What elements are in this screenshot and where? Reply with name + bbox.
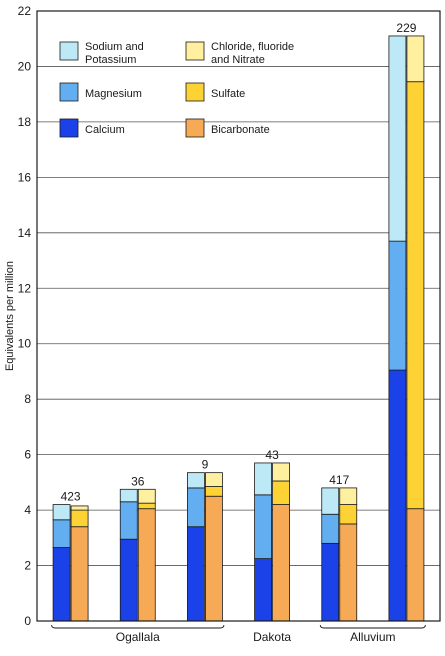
y-tick-label: 8	[24, 392, 31, 406]
legend-label: Magnesium	[85, 88, 142, 100]
legend-swatch-bicarbonate	[185, 118, 205, 138]
plot-frame	[36, 10, 441, 622]
bar-segment-bicarbonate	[339, 523, 358, 622]
bar-segment-chloride	[137, 488, 156, 504]
legend-swatch-calcium	[59, 118, 79, 138]
y-tick-label: 22	[18, 4, 32, 18]
sample-label: 229	[396, 21, 416, 35]
bar-segment-chloride	[339, 487, 358, 505]
bar-segment-sodium_potassium	[254, 462, 272, 496]
group-label: Dakota	[253, 630, 291, 644]
bar-segment-magnesium	[388, 240, 407, 371]
legend-label: and Nitrate	[211, 54, 265, 66]
legend-label: Potassium	[85, 54, 136, 66]
bar-segment-chloride	[70, 505, 89, 511]
y-tick-label: 2	[24, 559, 31, 573]
bar-segment-sulfate	[70, 509, 89, 528]
y-tick-label: 4	[24, 503, 31, 517]
bar-segment-bicarbonate	[406, 508, 425, 622]
bar-segment-calcium	[187, 526, 205, 622]
bar-segment-calcium	[254, 558, 272, 622]
bar-segment-chloride	[272, 462, 290, 482]
legend-swatch-sodium_potassium	[59, 41, 79, 61]
legend-label: Chloride, fluoride	[211, 41, 294, 53]
legend-swatch-chloride	[185, 41, 205, 61]
bar-segment-sulfate	[137, 502, 156, 510]
bar-segment-bicarbonate	[137, 508, 156, 622]
bar-segment-calcium	[321, 542, 340, 622]
bar-segment-sulfate	[205, 486, 223, 497]
bar-segment-magnesium	[254, 494, 272, 560]
bar-segment-bicarbonate	[272, 504, 290, 622]
bar-segment-bicarbonate	[205, 495, 223, 622]
y-tick-label: 0	[24, 614, 31, 628]
bar-segment-sodium_potassium	[388, 35, 407, 242]
legend-swatch-magnesium	[59, 82, 79, 102]
bar-segment-sulfate	[272, 480, 290, 505]
legend-label: Calcium	[85, 124, 125, 136]
sample-label: 423	[61, 490, 81, 504]
group-label: Alluvium	[350, 630, 395, 644]
y-tick-label: 12	[18, 281, 32, 295]
bar-segment-chloride	[406, 35, 425, 83]
bar-segment-magnesium	[187, 487, 205, 528]
bar-segment-calcium	[119, 538, 138, 622]
legend-label: Sodium and	[85, 41, 144, 53]
y-tick-label: 16	[18, 170, 32, 184]
bar-segment-magnesium	[119, 501, 138, 540]
sample-label: 36	[131, 474, 145, 488]
group-bracket	[319, 624, 426, 629]
bar-segment-magnesium	[52, 519, 71, 548]
legend-swatch-sulfate	[185, 82, 205, 102]
sample-label: 9	[202, 458, 209, 472]
bar-segment-magnesium	[321, 513, 340, 544]
bar-segment-sulfate	[406, 81, 425, 510]
bar-segment-sodium_potassium	[187, 472, 205, 489]
y-tick-label: 14	[18, 226, 32, 240]
y-tick-label: 10	[18, 337, 32, 351]
bar-segment-chloride	[205, 472, 223, 487]
legend-label: Sulfate	[211, 88, 245, 100]
bar-segment-calcium	[388, 369, 407, 622]
bar-segment-sodium_potassium	[321, 487, 340, 515]
y-tick-label: 18	[18, 115, 32, 129]
bar-segment-calcium	[52, 547, 71, 622]
y-tick-label: 6	[24, 448, 31, 462]
group-label: Ogallala	[116, 630, 160, 644]
bar-segment-sulfate	[339, 504, 358, 525]
sample-label: 417	[329, 473, 349, 487]
y-axis-label: Equivalents per million	[4, 261, 16, 371]
y-tick-label: 20	[18, 59, 32, 73]
group-bracket	[51, 624, 225, 629]
legend-label: Bicarbonate	[211, 124, 270, 136]
bar-segment-sodium_potassium	[52, 504, 71, 521]
bar-segment-bicarbonate	[70, 526, 89, 622]
bar-segment-sodium_potassium	[119, 488, 138, 503]
sample-label: 43	[265, 448, 279, 462]
